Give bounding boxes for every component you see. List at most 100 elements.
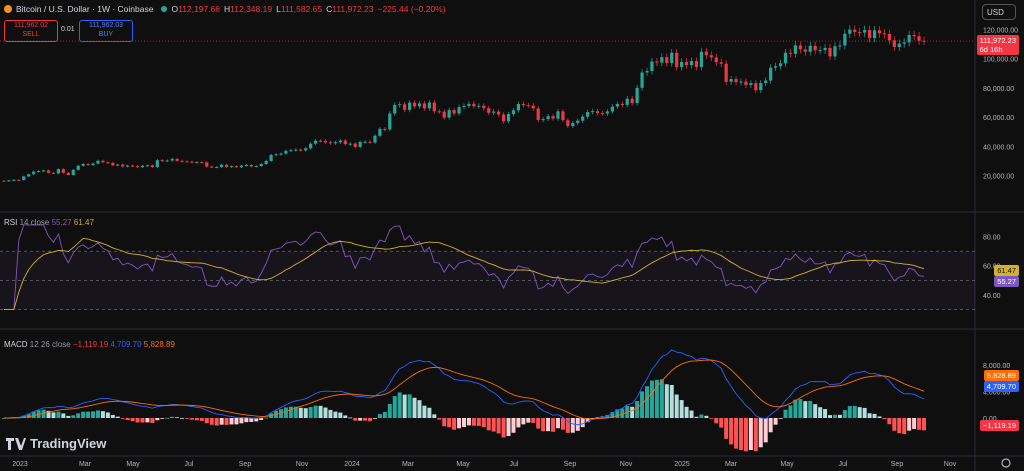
- macd-histogram-bar: [862, 407, 867, 418]
- tradingview-logo[interactable]: TradingView: [6, 436, 106, 451]
- macd-histogram-bar: [452, 418, 457, 430]
- macd-histogram-bar: [689, 410, 694, 418]
- macd-histogram-bar: [26, 413, 31, 418]
- candle-body: [729, 79, 733, 82]
- macd-histogram-bar: [481, 418, 486, 428]
- candle-body: [561, 111, 565, 121]
- candle-body: [600, 113, 605, 115]
- macd-histogram-bar: [699, 414, 704, 418]
- candle-body: [407, 102, 412, 110]
- macd-histogram-bar: [150, 418, 155, 424]
- macd-histogram-bar: [719, 418, 724, 428]
- macd-histogram-bar: [877, 416, 882, 418]
- macd-histogram-bar: [160, 418, 165, 419]
- macd-histogram-bar: [422, 405, 427, 418]
- candle-body: [86, 164, 90, 166]
- candle-body: [111, 162, 115, 166]
- candle-body: [595, 111, 600, 114]
- candle-body: [546, 116, 550, 120]
- sell-label: SELL: [22, 31, 40, 38]
- candle-body: [897, 43, 901, 48]
- price-axis-label: 20,000.00: [983, 174, 1014, 181]
- macd-histogram-bar: [842, 410, 847, 418]
- candle-body: [655, 61, 659, 63]
- macd-histogram-bar: [120, 418, 125, 419]
- macd-histogram-bar: [704, 415, 709, 418]
- candle-body: [180, 160, 184, 162]
- macd-histogram-bar: [402, 394, 407, 418]
- candle-body: [526, 105, 530, 107]
- candle-body: [887, 34, 891, 41]
- candle-body: [135, 166, 140, 168]
- macd-histogram-bar: [531, 418, 536, 423]
- candle-body: [576, 120, 580, 124]
- macd-histogram-bar: [214, 418, 219, 426]
- candle-body: [630, 98, 634, 104]
- candle-body: [803, 49, 807, 52]
- candle-body: [437, 111, 441, 113]
- candle-body: [531, 105, 535, 109]
- macd-histogram-bar: [516, 418, 521, 428]
- macd-histogram-bar: [645, 386, 650, 418]
- candle-body: [160, 160, 164, 162]
- macd-histogram-bar: [56, 411, 61, 418]
- candle-body: [165, 160, 169, 162]
- macd-histogram-bar: [580, 418, 585, 428]
- macd-histogram-bar: [91, 411, 96, 418]
- candle-body: [398, 104, 402, 106]
- rsi-axis-label: 80.00: [983, 235, 1001, 242]
- candle-body: [37, 171, 41, 173]
- candle-body: [145, 165, 150, 167]
- candle-body: [501, 114, 506, 122]
- candle-body: [591, 111, 595, 113]
- candle-body: [472, 103, 476, 107]
- symbol-title[interactable]: Bitcoin / U.S. Dollar · 1W · Coinbase: [16, 4, 154, 14]
- macd-histogram-bar: [61, 413, 66, 418]
- settings-gear-icon[interactable]: [1001, 458, 1011, 468]
- candle-body: [912, 35, 916, 37]
- macd-histogram-bar: [185, 418, 190, 419]
- candle-body: [660, 57, 664, 63]
- symbol-header: Bitcoin / U.S. Dollar · 1W · Coinbase O1…: [4, 4, 446, 14]
- macd-histogram-bar: [887, 418, 892, 425]
- macd-histogram-bar: [922, 418, 926, 431]
- macd-histogram-bar: [857, 407, 862, 418]
- macd-histogram-bar: [372, 418, 377, 419]
- candle-body: [71, 169, 75, 175]
- candle-body: [91, 163, 95, 166]
- macd-histogram-bar: [694, 416, 699, 418]
- macd-legend[interactable]: MACD 12 26 close −1,119.19 4,709.70 5,82…: [4, 340, 175, 349]
- candle-body: [264, 160, 268, 165]
- candle-body: [670, 52, 674, 63]
- macd-line: [3, 349, 925, 426]
- rsi-legend[interactable]: RSI 14 close 55.27 61.47: [4, 218, 94, 227]
- candle-body: [358, 142, 362, 147]
- macd-histogram-bar: [368, 418, 373, 422]
- macd-histogram-bar: [239, 418, 244, 424]
- macd-histogram-bar: [773, 418, 778, 425]
- ohlc-change: −225.44 (−0.20%): [377, 4, 446, 14]
- macd-histogram-bar: [867, 413, 872, 418]
- macd-histogram-bar: [189, 418, 194, 420]
- candle-body: [709, 55, 713, 58]
- macd-histogram-bar: [323, 407, 328, 418]
- candle-body: [259, 164, 263, 167]
- macd-histogram-bar: [348, 417, 353, 419]
- candle-body: [234, 166, 239, 168]
- macd-histogram-bar: [140, 418, 145, 423]
- buy-button[interactable]: 111,962.03 BUY: [79, 20, 133, 42]
- sell-button[interactable]: 111,962.02 SELL: [4, 20, 58, 42]
- macd-histogram-bar: [41, 409, 46, 418]
- currency-selector[interactable]: USD: [982, 4, 1016, 20]
- macd-histogram-bar: [788, 405, 793, 418]
- time-axis-label: Nov: [620, 461, 633, 468]
- macd-histogram-bar: [526, 418, 531, 423]
- candle-body: [640, 72, 644, 88]
- macd-histogram-bar: [837, 414, 842, 418]
- macd-histogram-bar: [585, 418, 590, 423]
- macd-histogram-bar: [110, 414, 115, 418]
- rsi-ma-tag: 61.47: [994, 265, 1019, 276]
- candle-body: [353, 143, 357, 147]
- bitcoin-icon: [4, 5, 12, 13]
